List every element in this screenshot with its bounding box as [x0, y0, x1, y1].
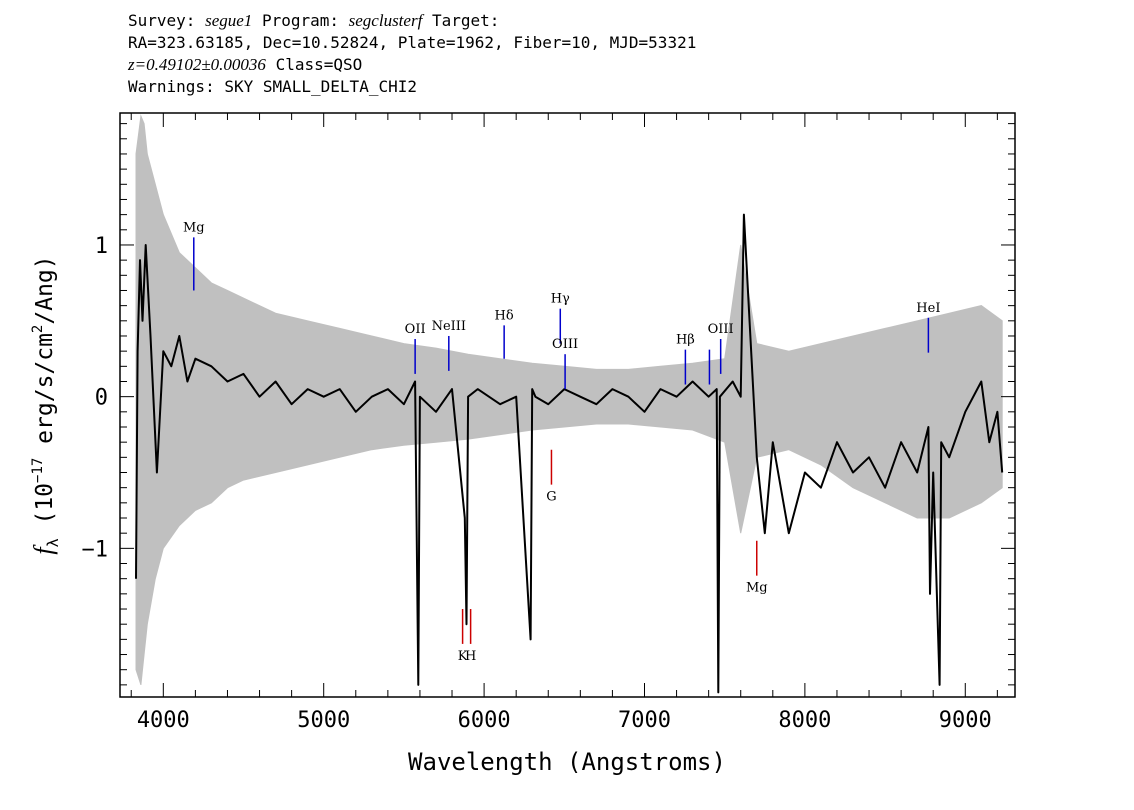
emission-line-label: Hδ — [495, 308, 514, 323]
x-tick-label: 5000 — [297, 708, 350, 733]
emission-line-label: Hγ — [551, 292, 570, 307]
axis-ticks-layer: 4000 5000 6000 7000 8000 9000 −1 0 1 — [82, 113, 1015, 733]
survey-value: segue1 — [205, 11, 253, 30]
emission-line-label: OII — [405, 322, 426, 337]
emission-line-label: Mg — [183, 220, 205, 235]
absorption-line-label: K — [458, 649, 468, 664]
y-tick-label: 1 — [95, 234, 108, 259]
class-value: Class=QSO — [275, 55, 363, 74]
flux-layer — [135, 213, 1004, 694]
y-axis-label: fλ (10−17 erg/s/cm2/Ang) — [29, 255, 62, 554]
header-line-3: z=0.49102±0.00036 Class=QSO — [128, 54, 696, 76]
program-value: segclusterf — [348, 11, 423, 30]
header-line-1: Survey: segue1 Program: segclusterf Targ… — [128, 10, 696, 32]
redshift-value: z=0.49102±0.00036 — [128, 55, 266, 74]
header-warnings: Warnings: SKY SMALL_DELTA_CHI2 — [128, 77, 417, 96]
header-coords: RA=323.63185, Dec=10.52824, Plate=1962, … — [128, 33, 697, 52]
survey-label: Survey: — [128, 11, 196, 30]
y-tick-label: −1 — [82, 537, 109, 562]
error-envelope-layer — [135, 114, 1003, 686]
y-tick-label: 0 — [95, 386, 108, 411]
absorption-line-label: G — [546, 490, 556, 505]
absorption-line-label: H — [465, 649, 476, 664]
emission-line-label: HeI — [916, 301, 940, 316]
x-tick-label: 4000 — [137, 708, 190, 733]
x-tick-label: 9000 — [939, 708, 992, 733]
flux-line — [135, 213, 1004, 694]
emission-line-label: NeIII — [432, 319, 466, 334]
spectral-lines-layer: Mg OII NeIII Hδ Hγ OIII Hβ OIII HeI KH G Mg — [183, 220, 941, 664]
absorption-line-label: Mg — [746, 581, 768, 596]
emission-line-label: OIII — [552, 337, 578, 352]
x-tick-label: 6000 — [458, 708, 511, 733]
x-axis-label: Wavelength (Angstroms) — [408, 748, 726, 776]
emission-line-label: OIII — [708, 322, 734, 337]
spectrum-header: Survey: segue1 Program: segclusterf Targ… — [128, 10, 696, 98]
plot-frame — [119, 112, 1016, 698]
x-tick-label: 7000 — [618, 708, 671, 733]
target-label: Target: — [431, 11, 500, 30]
program-label: Program: — [261, 11, 339, 30]
emission-line-label: Hβ — [676, 333, 695, 348]
x-tick-label: 8000 — [778, 708, 831, 733]
error-envelope — [135, 114, 1003, 686]
